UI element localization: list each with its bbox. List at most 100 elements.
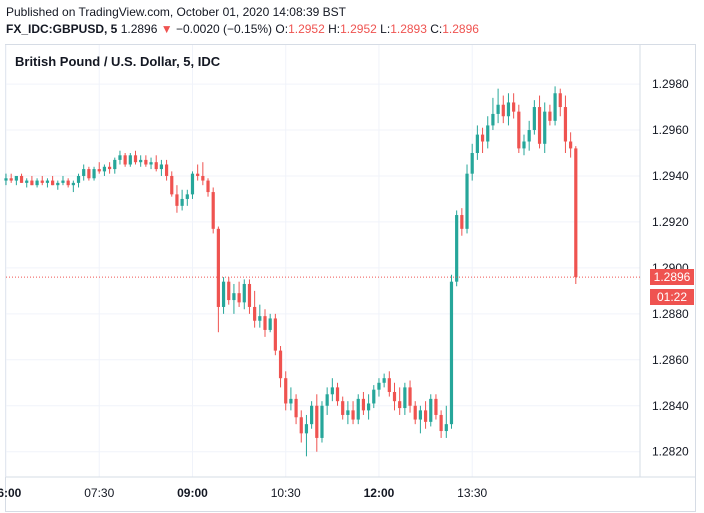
candle-body — [351, 410, 355, 420]
candle-body — [356, 398, 360, 420]
candle-body — [434, 398, 438, 415]
candle-body — [113, 159, 117, 170]
candle-body — [14, 175, 18, 181]
candle-body — [506, 102, 511, 117]
candle-body — [387, 378, 391, 392]
candle-body — [61, 180, 65, 183]
candle-body — [543, 111, 547, 144]
symbol-name[interactable]: FX_IDC:GBPUSD, 5 — [6, 22, 118, 36]
candle-body — [335, 387, 340, 402]
x-tick-label: 07:30 — [84, 486, 114, 500]
candle-body — [56, 182, 60, 186]
candle-body — [429, 398, 433, 422]
candle-body — [517, 111, 521, 149]
candle-body — [574, 148, 578, 278]
candle-body — [149, 162, 153, 165]
open-label: O: — [275, 22, 289, 36]
candle-body — [268, 318, 272, 330]
close-value: 1.2896 — [442, 22, 479, 36]
candle-body — [330, 387, 334, 395]
x-tick-label: 06:00 — [0, 486, 22, 500]
candle-body — [128, 155, 132, 165]
candle-body — [289, 398, 293, 404]
candle-body — [133, 155, 138, 163]
candle-body — [299, 417, 303, 434]
candle-body — [159, 164, 163, 170]
candle-body — [170, 175, 174, 195]
candle-body — [455, 215, 459, 282]
close-label: C: — [430, 22, 443, 36]
x-tick-label: 12:00 — [364, 486, 395, 500]
candle-body — [413, 405, 417, 420]
candle-body — [341, 401, 345, 415]
y-tick-label: 1.2940 — [652, 169, 689, 183]
candle-body — [403, 387, 407, 409]
candle-body — [460, 215, 464, 229]
candle-body — [87, 169, 91, 179]
candle-body — [185, 194, 189, 199]
candle-body — [30, 180, 34, 186]
candle-body — [242, 283, 246, 303]
candle-body — [45, 180, 50, 183]
candle-body — [258, 316, 262, 321]
high-label: H: — [328, 22, 341, 36]
y-tick-label: 1.2880 — [652, 307, 689, 321]
candle-body — [398, 401, 402, 409]
candle-body — [465, 173, 469, 229]
candle-body — [522, 141, 526, 149]
candle-body — [97, 169, 101, 172]
candle-body — [25, 180, 29, 183]
candle-body — [221, 281, 226, 307]
publish-info: Published on TradingView.com, October 01… — [6, 5, 346, 19]
candle-body — [553, 93, 557, 121]
candle-body — [501, 104, 505, 117]
candle-body — [294, 398, 298, 418]
candle-body — [211, 192, 215, 229]
candle-body — [449, 281, 454, 425]
candle-body — [304, 424, 309, 434]
candle-body — [175, 194, 179, 206]
y-tick-label: 1.2920 — [652, 215, 689, 229]
candle-body — [278, 350, 283, 379]
symbol-info-bar: FX_IDC:GBPUSD, 5 1.2896 ▼ −0.0020 (−0.15… — [6, 21, 479, 37]
candle-body — [310, 405, 314, 425]
candle-body — [361, 398, 366, 411]
candle-body — [273, 318, 277, 351]
candle-body — [548, 111, 552, 121]
candle-body — [496, 104, 500, 114]
last-price-tag: 1.2896 — [650, 269, 694, 286]
candle-body — [486, 125, 490, 142]
candle-body — [263, 316, 267, 330]
candle-body — [4, 178, 8, 181]
candle-body — [66, 180, 70, 186]
low-value: 1.2893 — [390, 22, 427, 36]
candle-body — [253, 306, 257, 321]
open-value: 1.2952 — [288, 22, 325, 36]
candle-body — [144, 159, 148, 165]
candle-body — [71, 182, 75, 186]
candle-body — [512, 102, 516, 112]
candle-body — [237, 293, 241, 303]
candle-body — [320, 405, 324, 438]
candle-body — [377, 382, 381, 390]
candle-body — [558, 93, 562, 108]
candle-body — [284, 378, 288, 404]
candle-body — [92, 169, 96, 179]
high-value: 1.2952 — [340, 22, 377, 36]
y-tick-label: 1.2960 — [652, 123, 689, 137]
candle-body — [190, 173, 195, 195]
candle-body — [35, 180, 39, 186]
y-tick-label: 1.2820 — [652, 445, 689, 459]
candle-body — [206, 180, 210, 193]
down-arrow-icon: ▼ — [160, 22, 173, 36]
candle-body — [227, 281, 231, 301]
candle-body — [392, 391, 397, 402]
candle-body — [196, 173, 200, 176]
candle-body — [232, 293, 236, 301]
candle-body — [123, 155, 127, 165]
x-tick-label: 09:00 — [177, 486, 208, 500]
y-tick-label: 1.2860 — [652, 353, 689, 367]
candle-body — [470, 153, 474, 174]
last-price: 1.2896 — [120, 22, 158, 36]
